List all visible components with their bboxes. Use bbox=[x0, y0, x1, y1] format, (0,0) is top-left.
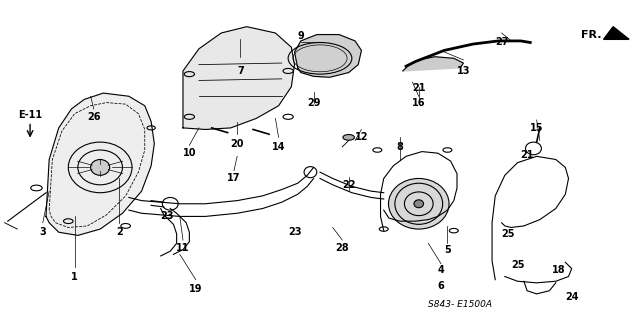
Text: 25: 25 bbox=[511, 260, 524, 271]
Text: 3: 3 bbox=[40, 227, 46, 237]
Ellipse shape bbox=[388, 178, 449, 229]
Text: 27: 27 bbox=[495, 38, 508, 48]
Text: 26: 26 bbox=[87, 112, 100, 122]
Polygon shape bbox=[403, 57, 463, 71]
Text: 1: 1 bbox=[71, 271, 78, 281]
Text: 23: 23 bbox=[160, 211, 174, 221]
Text: 4: 4 bbox=[438, 265, 444, 275]
Text: 10: 10 bbox=[182, 148, 196, 158]
Text: 17: 17 bbox=[227, 174, 241, 183]
Text: 20: 20 bbox=[230, 139, 244, 149]
Ellipse shape bbox=[343, 135, 355, 140]
Text: 18: 18 bbox=[552, 265, 566, 275]
Text: 7: 7 bbox=[237, 66, 244, 76]
Text: 25: 25 bbox=[501, 229, 515, 239]
Text: 14: 14 bbox=[272, 142, 285, 152]
Text: 21: 21 bbox=[520, 150, 534, 160]
Text: 11: 11 bbox=[176, 243, 189, 253]
Text: 12: 12 bbox=[355, 132, 368, 142]
Text: 22: 22 bbox=[342, 180, 355, 190]
Text: 9: 9 bbox=[298, 31, 304, 41]
Text: 15: 15 bbox=[530, 123, 543, 133]
Text: 6: 6 bbox=[438, 281, 444, 291]
Polygon shape bbox=[294, 34, 362, 77]
Text: 23: 23 bbox=[288, 227, 301, 237]
Text: 16: 16 bbox=[412, 98, 426, 108]
Text: 19: 19 bbox=[189, 284, 202, 294]
Polygon shape bbox=[604, 27, 629, 39]
Text: 5: 5 bbox=[444, 245, 451, 255]
Ellipse shape bbox=[414, 200, 424, 208]
Text: 2: 2 bbox=[116, 227, 123, 237]
Polygon shape bbox=[183, 27, 294, 130]
Text: E-11: E-11 bbox=[18, 110, 42, 120]
Text: FR.: FR. bbox=[580, 30, 601, 40]
Text: 24: 24 bbox=[565, 292, 579, 302]
Text: S843- E1500A: S843- E1500A bbox=[428, 300, 492, 309]
Text: 21: 21 bbox=[412, 83, 426, 93]
Ellipse shape bbox=[91, 160, 109, 175]
Text: 28: 28 bbox=[335, 243, 349, 253]
Text: 29: 29 bbox=[307, 98, 321, 108]
Text: 8: 8 bbox=[396, 142, 403, 152]
Polygon shape bbox=[46, 93, 154, 235]
Text: 13: 13 bbox=[456, 66, 470, 76]
